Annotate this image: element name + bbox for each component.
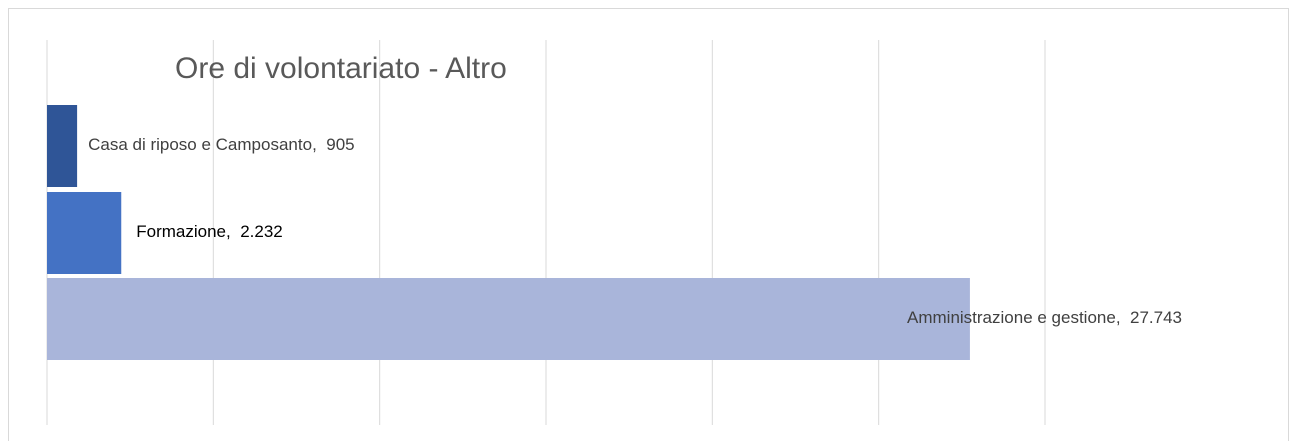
category-label: Formazione: [136, 222, 226, 241]
separator: ,: [312, 135, 326, 154]
bar: [47, 192, 122, 274]
chart-border: [8, 8, 1289, 441]
bar: [47, 278, 970, 360]
value-label: 905: [326, 135, 354, 154]
data-label: Amministrazione e gestione, 27.743: [907, 308, 1182, 327]
data-label: Formazione, 2.232: [136, 222, 282, 241]
value-label: 2.232: [240, 222, 283, 241]
category-label: Amministrazione e gestione: [907, 308, 1116, 327]
bars: Casa di riposo e Camposanto, 905 Formazio…: [47, 105, 1182, 360]
value-label: 27.743: [1130, 308, 1182, 327]
separator: ,: [1116, 308, 1130, 327]
data-label: Casa di riposo e Camposanto, 905: [88, 135, 355, 154]
category-label: Casa di riposo e Camposanto: [88, 135, 312, 154]
chart-title: Ore di volontariato - Altro: [175, 52, 507, 85]
bar: [47, 105, 78, 187]
separator: ,: [226, 222, 240, 241]
